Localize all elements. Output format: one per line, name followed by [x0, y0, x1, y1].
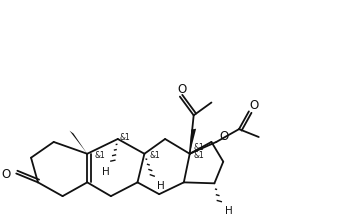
- Text: H: H: [102, 167, 110, 177]
- Text: O: O: [177, 83, 187, 96]
- Text: &1: &1: [149, 151, 160, 160]
- Text: H: H: [225, 206, 233, 216]
- Text: O: O: [249, 99, 258, 112]
- Text: O: O: [1, 168, 10, 181]
- Text: &1: &1: [120, 133, 131, 141]
- Text: &1: &1: [194, 151, 204, 160]
- Text: O: O: [219, 129, 228, 143]
- Polygon shape: [190, 129, 196, 154]
- Polygon shape: [69, 131, 87, 154]
- Text: &1: &1: [94, 151, 105, 160]
- Text: &1: &1: [194, 143, 204, 152]
- Text: H: H: [157, 181, 165, 191]
